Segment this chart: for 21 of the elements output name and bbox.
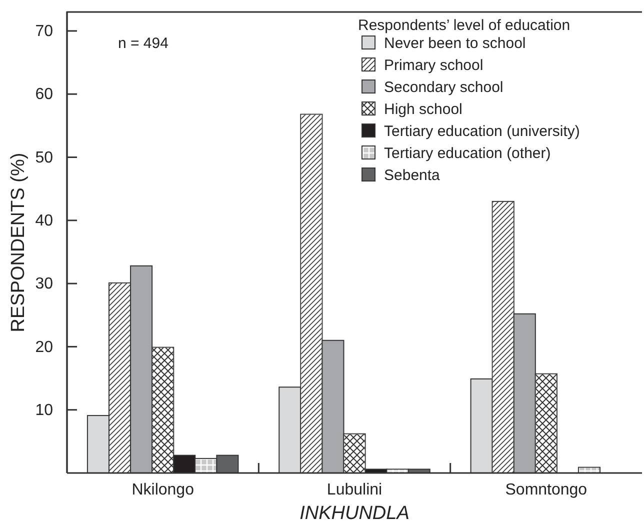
legend-label: Secondary school xyxy=(384,79,504,96)
y-tick-label: 60 xyxy=(35,86,54,104)
annotation: n = 494 xyxy=(118,35,168,52)
legend-label: Tertiary education (university) xyxy=(384,123,580,140)
legend-label: Primary school xyxy=(384,57,484,74)
y-tick-label: 70 xyxy=(35,23,54,40)
x-tick-label: Somntongo xyxy=(505,481,588,498)
y-tick-label: 10 xyxy=(35,402,54,419)
y-tick-label: 20 xyxy=(35,338,54,356)
legend-title: Respondents’ level of education xyxy=(358,17,570,34)
x-tick-label: Nkilongo xyxy=(132,481,194,498)
y-tick-label: 40 xyxy=(35,212,54,230)
y-axis-title: RESPONDENTS (%) xyxy=(8,152,29,332)
y-tick-label: 30 xyxy=(35,276,54,293)
y-tick-label: 50 xyxy=(35,149,54,166)
legend-label: Sebenta xyxy=(384,167,441,184)
legend-label: Tertiary education (other) xyxy=(384,145,551,162)
legend-label: Never been to school xyxy=(384,35,526,52)
legend-label: High school xyxy=(384,101,462,118)
x-tick-label: Lubulini xyxy=(326,481,382,498)
x-axis-title: INKHUNDLA xyxy=(300,503,410,524)
